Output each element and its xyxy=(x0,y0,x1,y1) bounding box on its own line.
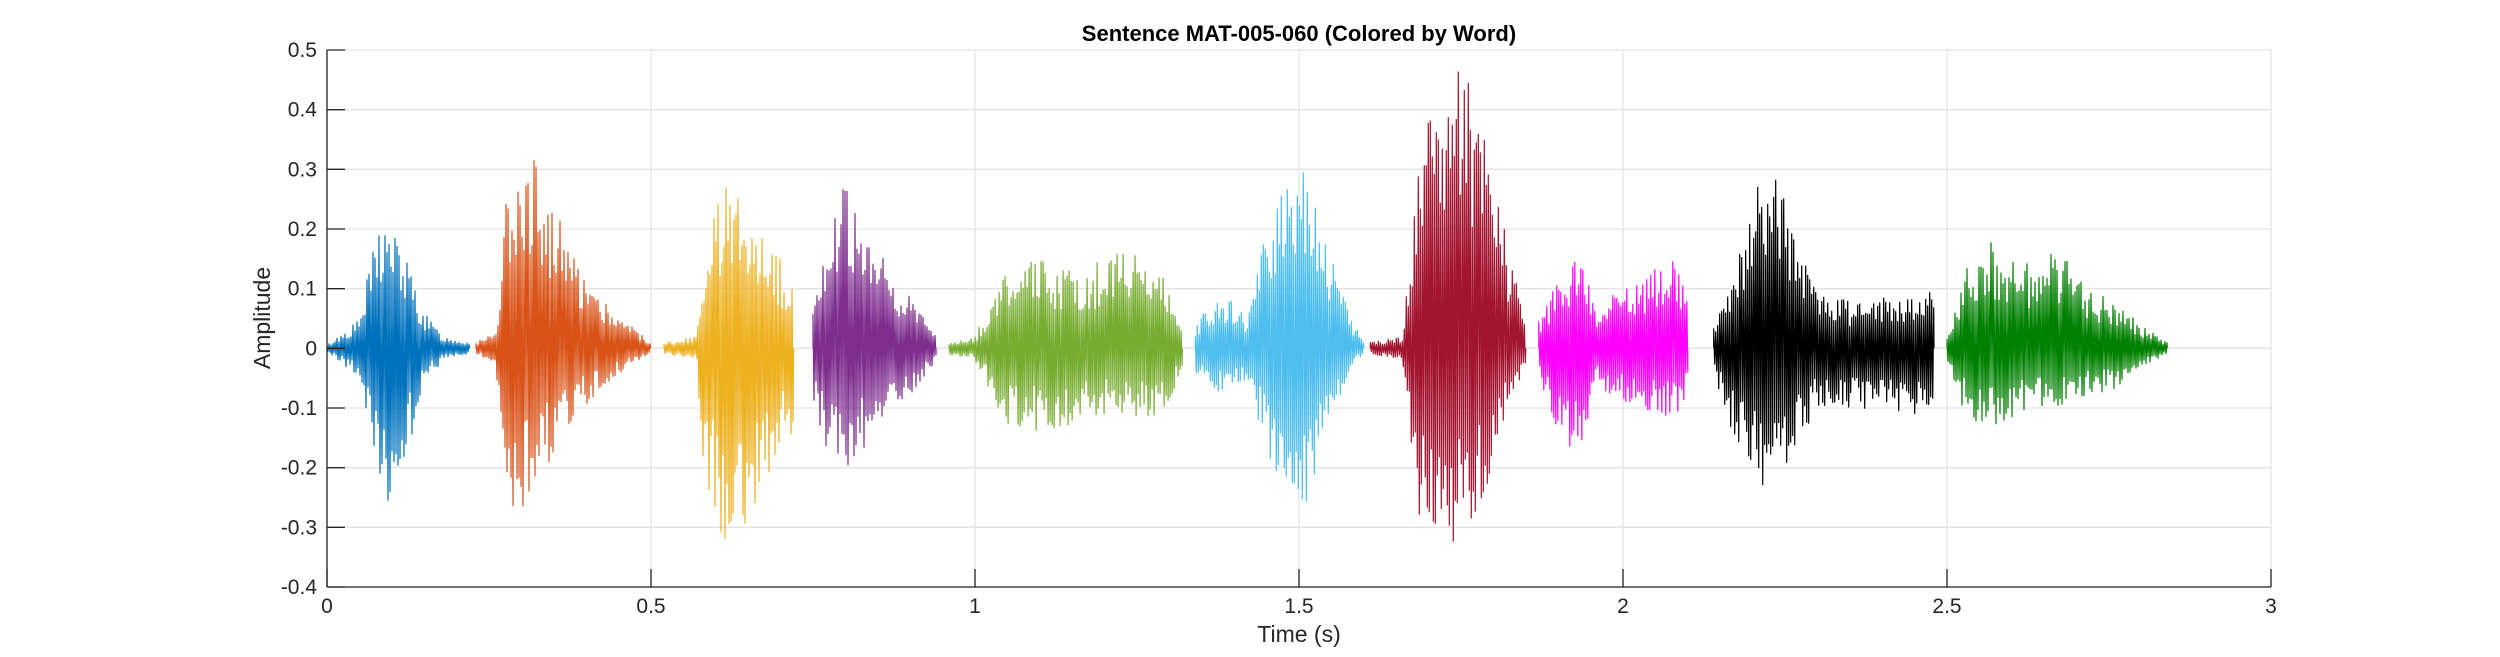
y-axis-label: Amplitude xyxy=(249,267,275,369)
x-tick-label: 2.5 xyxy=(1932,595,1961,618)
word-segment-10 xyxy=(1946,242,2168,425)
x-axis-label: Time (s) xyxy=(1257,621,1340,647)
word-segment-6 xyxy=(1194,172,1365,502)
y-tick-label: -0.1 xyxy=(281,397,317,420)
x-tick-label: 0.5 xyxy=(636,595,665,618)
tick-labels: 0 0.5 1 1.5 2 2.5 3 -0.4 -0.3 -0.2 -0.1 0 0.1 0.2 0.3 0… xyxy=(281,39,2277,618)
y-tick-label: 0.1 xyxy=(288,278,317,301)
y-tick-label: 0.5 xyxy=(288,39,317,62)
x-tick-label: 1 xyxy=(969,595,981,618)
y-tick-label: 0.3 xyxy=(288,158,317,181)
y-tick-label: -0.4 xyxy=(281,576,318,599)
word-segment-8 xyxy=(1538,261,1689,447)
y-tick-label: 0 xyxy=(305,337,317,360)
x-tick-label: 3 xyxy=(2265,595,2277,618)
word-segment-5 xyxy=(948,253,1183,431)
x-tick-label: 2 xyxy=(1617,595,1629,618)
y-tick-label: -0.3 xyxy=(281,516,317,539)
word-segment-3 xyxy=(663,187,795,539)
word-segment-2 xyxy=(475,160,652,507)
word-segment-1 xyxy=(326,235,471,501)
x-tick-label: 0 xyxy=(321,595,333,618)
word-segment-4 xyxy=(812,189,937,466)
x-tick-label: 1.5 xyxy=(1284,595,1313,618)
chart-title: Sentence MAT-005-060 (Colored by Word) xyxy=(1082,21,1516,46)
waveform-series xyxy=(326,71,2168,542)
word-segment-7 xyxy=(1369,71,1527,542)
y-tick-label: -0.2 xyxy=(281,457,317,480)
y-tick-label: 0.4 xyxy=(288,99,318,122)
word-segment-9 xyxy=(1713,179,1935,486)
axes xyxy=(326,49,2272,588)
y-tick-label: 0.2 xyxy=(288,218,317,241)
